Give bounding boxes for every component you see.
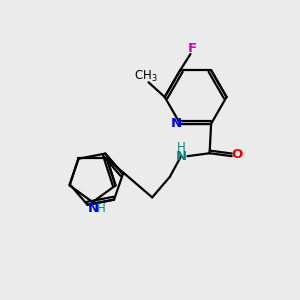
Text: O: O (231, 148, 243, 161)
Text: N: N (171, 117, 182, 130)
Text: CH$_3$: CH$_3$ (134, 69, 158, 84)
Text: N: N (176, 150, 187, 163)
Text: N: N (88, 202, 99, 214)
Text: H: H (177, 141, 185, 154)
Text: H: H (97, 202, 106, 214)
Text: F: F (188, 42, 196, 55)
